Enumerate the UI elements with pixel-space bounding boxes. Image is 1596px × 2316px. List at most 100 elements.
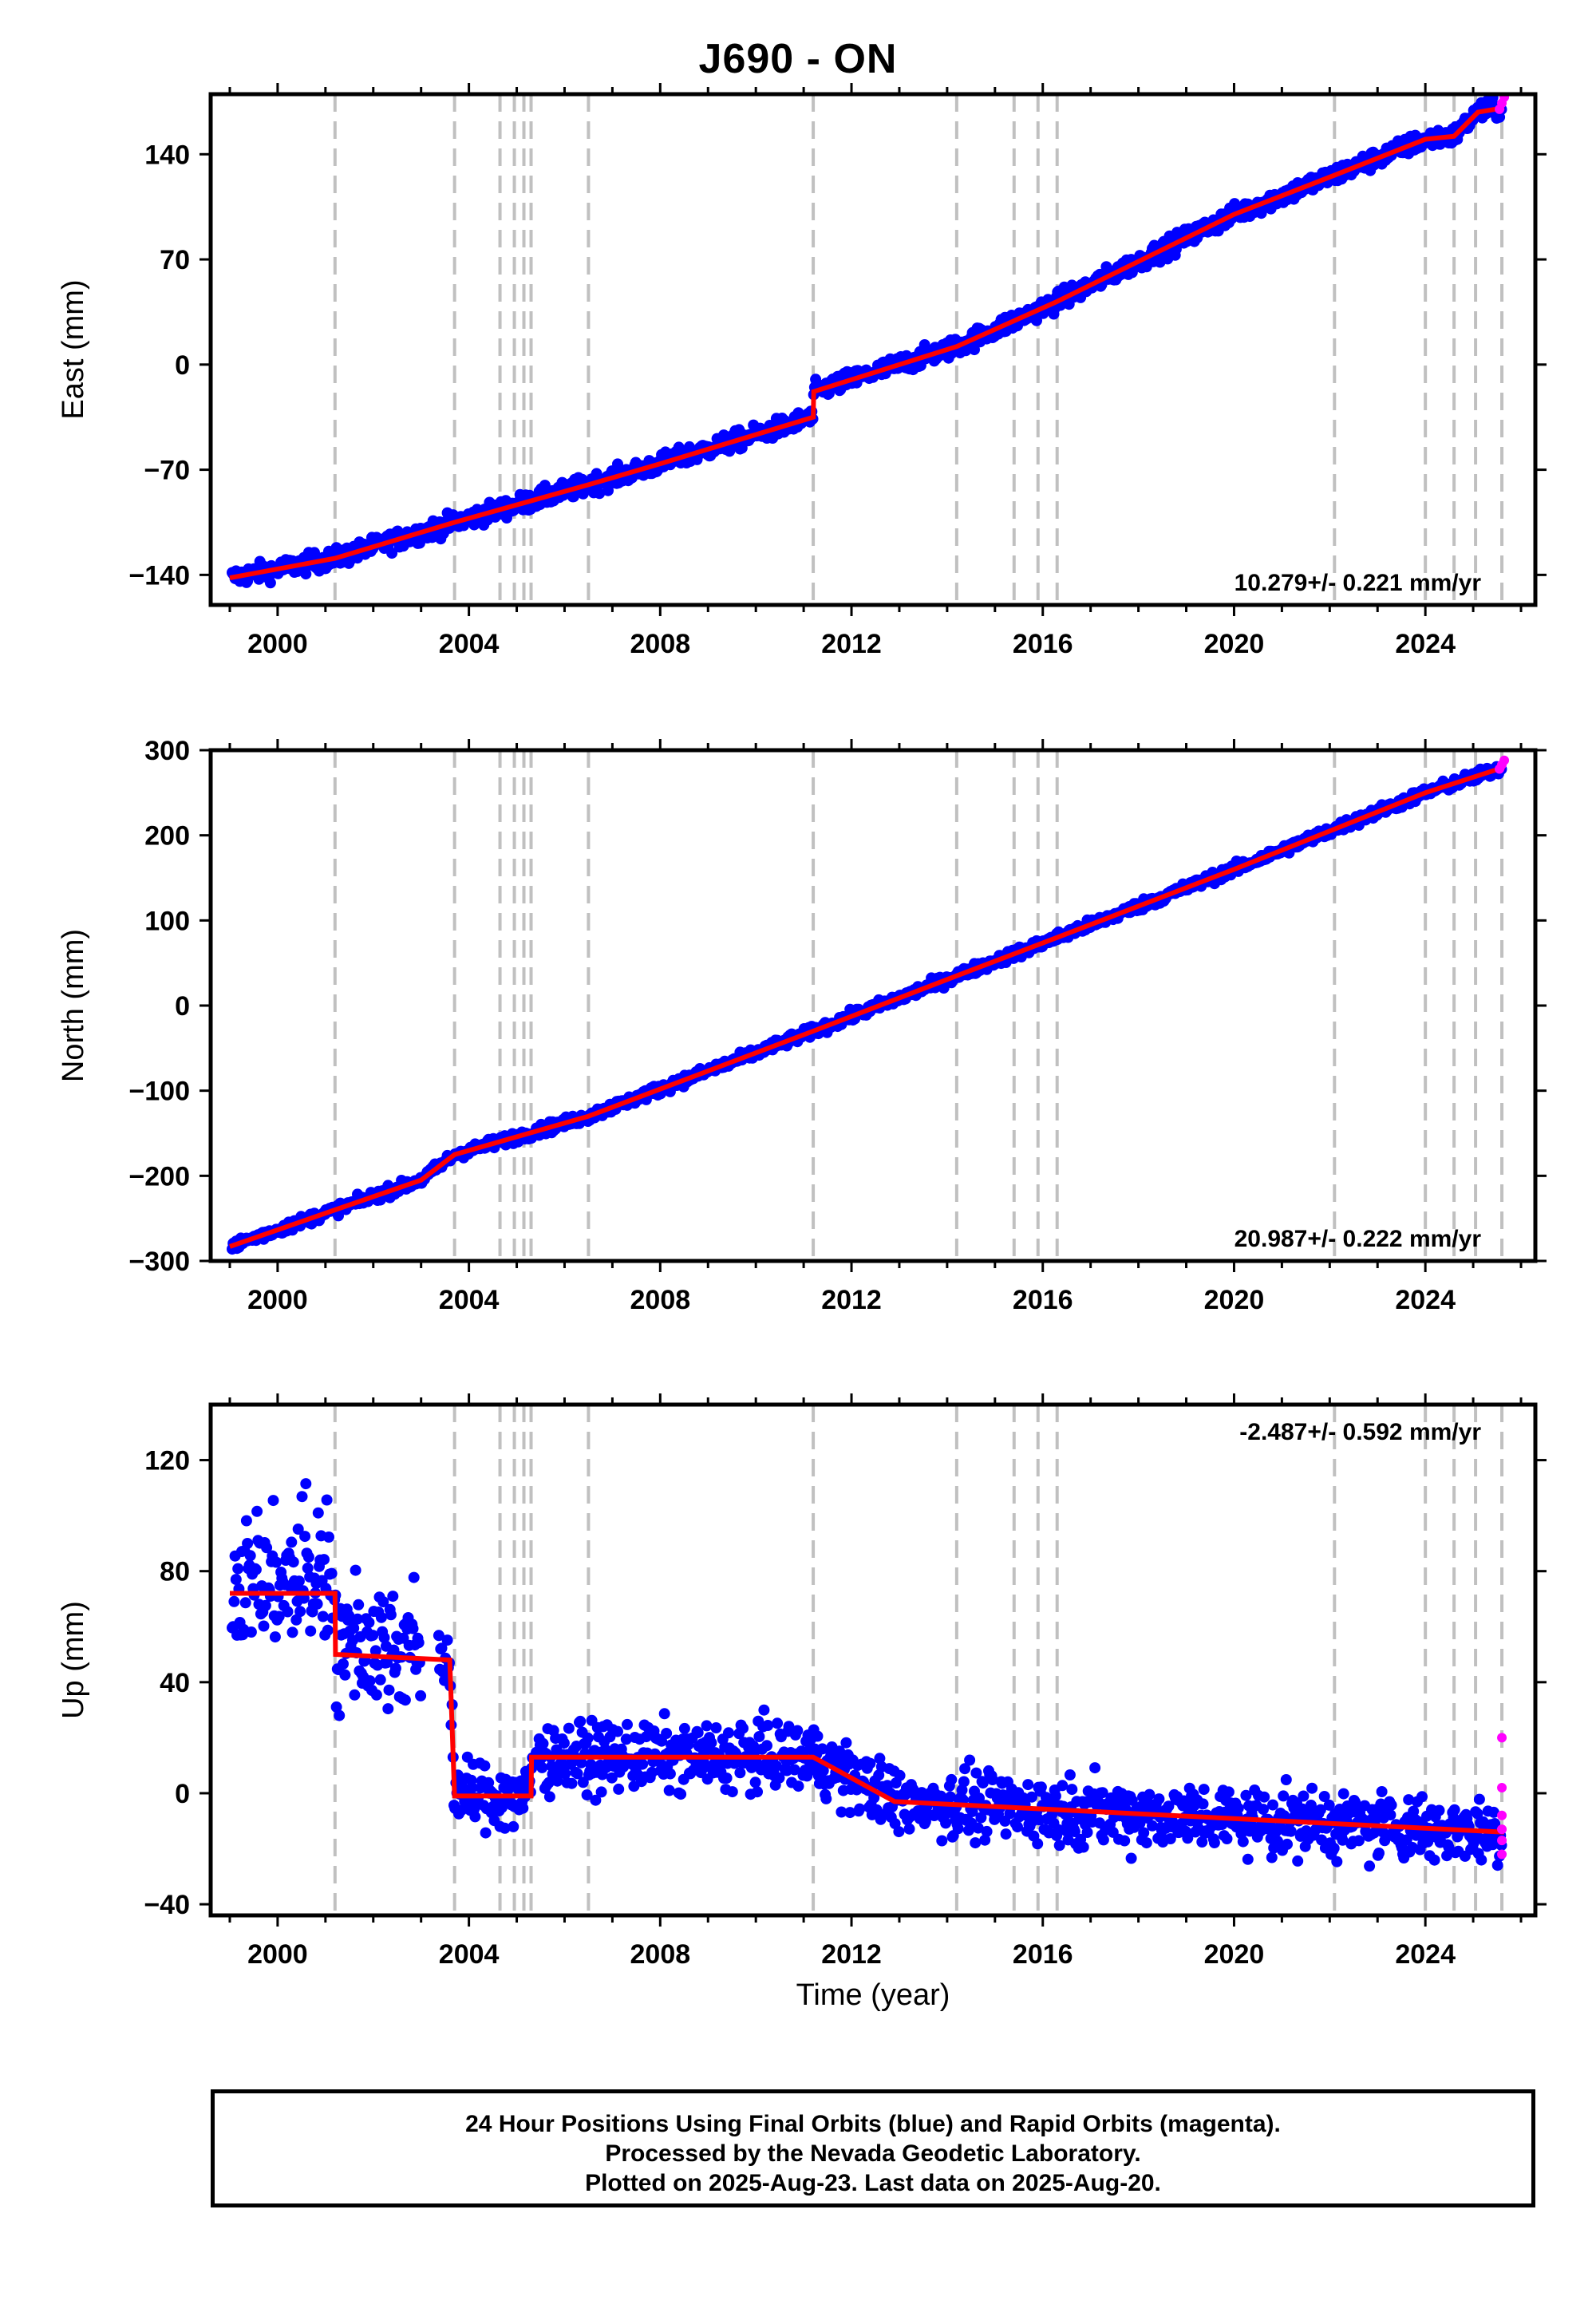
data-point <box>1057 1780 1069 1792</box>
model-curve <box>229 105 1505 581</box>
data-point <box>701 1720 713 1732</box>
data-point <box>1197 1798 1209 1810</box>
data-point <box>956 1784 968 1796</box>
data-point <box>1323 1799 1335 1811</box>
data-point <box>292 1524 304 1535</box>
x-tick-label: 2008 <box>630 1285 691 1315</box>
data-point <box>1064 1769 1076 1780</box>
data-point <box>1441 1850 1453 1862</box>
data-point <box>1403 1794 1415 1806</box>
data-point <box>945 1791 957 1803</box>
data-point <box>836 1806 847 1818</box>
data-point <box>286 1626 298 1638</box>
data-point <box>1035 1781 1047 1793</box>
data-point <box>348 1622 360 1634</box>
y-tick-label: 300 <box>144 736 190 766</box>
data-point <box>469 1811 481 1823</box>
data-point <box>1487 1806 1499 1818</box>
x-tick-label: 2000 <box>247 629 308 659</box>
data-point <box>1298 1790 1310 1802</box>
data-point <box>770 1760 782 1772</box>
data-point <box>946 1773 958 1785</box>
data-point <box>334 1709 346 1721</box>
data-point <box>975 1812 987 1824</box>
panel-up: −40 0 40 80 120 2000 2004 2008 2012 2016 2020 2024 U… <box>57 1393 1547 1970</box>
data-point <box>1337 1834 1349 1846</box>
x-tick-label: 2012 <box>821 1285 882 1315</box>
data-point <box>981 1825 993 1837</box>
data-point <box>1282 1838 1293 1850</box>
data-point <box>1198 1784 1210 1796</box>
data-point <box>1364 1860 1376 1872</box>
data-point <box>1097 1834 1109 1846</box>
data-point <box>1472 1808 1483 1820</box>
data-point <box>1208 1837 1220 1848</box>
data-point <box>228 1595 240 1607</box>
data-point <box>543 1777 555 1788</box>
data-point <box>1026 1791 1037 1803</box>
data-point <box>1119 1835 1131 1847</box>
y-tick-label: 140 <box>144 140 190 170</box>
x-tick-label: 2024 <box>1395 629 1456 659</box>
data-point <box>245 1626 257 1638</box>
model-curve <box>230 1591 1505 1835</box>
data-point <box>415 1690 427 1701</box>
caption-line-2: Processed by the Nevada Geodetic Laborat… <box>605 2140 1141 2167</box>
data-point <box>407 1622 419 1634</box>
data-point <box>508 1820 519 1832</box>
x-tick-label: 2020 <box>1204 1285 1265 1315</box>
data-point <box>594 488 606 500</box>
data-point <box>1081 1827 1093 1838</box>
data-point <box>854 1803 866 1815</box>
data-point <box>322 1624 334 1636</box>
x-tick-label: 2000 <box>247 1285 308 1315</box>
data-point <box>456 1804 468 1816</box>
data-point <box>1216 1819 1228 1830</box>
data-point <box>349 1689 361 1701</box>
data-point <box>1473 1793 1485 1805</box>
data-point <box>612 1725 623 1737</box>
data-point <box>661 1728 673 1739</box>
data-point <box>293 1575 305 1587</box>
data-point <box>816 1743 828 1755</box>
data-point <box>408 1571 420 1583</box>
data-point <box>479 1760 491 1772</box>
data-point <box>1164 1833 1176 1844</box>
data-point <box>1377 1826 1389 1838</box>
data-point <box>240 1515 252 1527</box>
data-point <box>1266 1852 1278 1863</box>
x-tick-label: 2012 <box>821 1939 882 1970</box>
x-tick-label: 2024 <box>1395 1939 1456 1970</box>
data-point <box>499 1822 511 1834</box>
data-point <box>369 1645 381 1657</box>
data-point <box>664 1768 676 1780</box>
data-point <box>1022 1779 1034 1791</box>
data-point <box>382 1703 394 1715</box>
data-point <box>389 1662 401 1674</box>
rate-label: -2.487+/- 0.592 mm/yr <box>1239 1419 1481 1445</box>
y-tick-label: 0 <box>175 991 190 1022</box>
data-point <box>723 1727 734 1739</box>
data-point <box>318 1554 330 1566</box>
y-tick-label: 0 <box>175 1779 190 1809</box>
rapid-point <box>1497 1824 1507 1835</box>
data-point <box>1373 1848 1385 1859</box>
data-point <box>374 1674 386 1686</box>
y-tick-label: 0 <box>175 350 190 381</box>
data-point <box>646 1766 658 1778</box>
x-tick-label: 2004 <box>439 1285 500 1315</box>
data-point <box>940 1817 952 1829</box>
x-tick-label: 2008 <box>630 629 691 659</box>
data-point <box>1285 1825 1297 1837</box>
x-tick-label: 2016 <box>1013 629 1073 659</box>
data-point <box>1416 1791 1428 1803</box>
data-point <box>606 1772 618 1784</box>
data-point <box>613 1783 625 1795</box>
data-point <box>326 1567 338 1579</box>
data-point <box>1258 1804 1269 1816</box>
data-point <box>792 1780 804 1792</box>
data-point <box>1221 1833 1233 1844</box>
data-point <box>413 1637 425 1649</box>
data-point <box>559 1768 571 1780</box>
data-point <box>734 1767 746 1779</box>
